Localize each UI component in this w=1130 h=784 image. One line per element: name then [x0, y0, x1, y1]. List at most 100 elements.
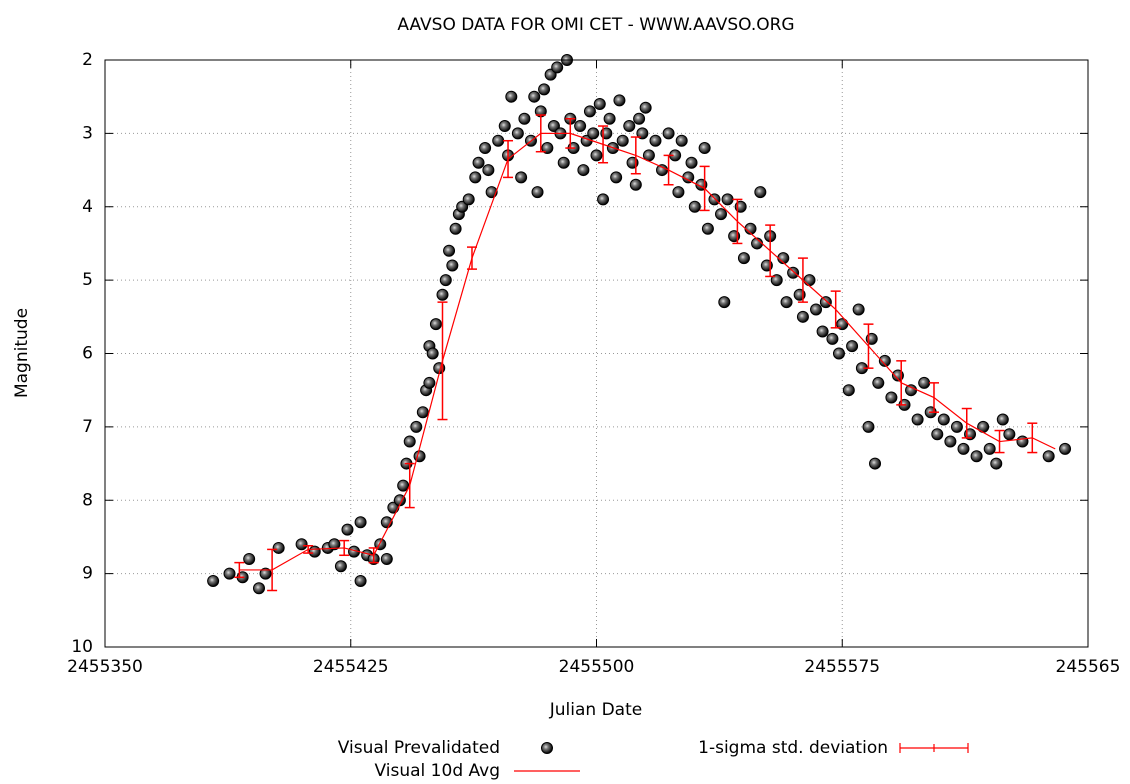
error-bar — [503, 139, 514, 179]
error-bar — [339, 539, 350, 557]
data-point — [957, 442, 970, 455]
data-point — [990, 457, 1003, 470]
data-point — [872, 376, 885, 389]
data-point — [983, 442, 996, 455]
data-point — [334, 560, 347, 573]
data-point — [862, 420, 875, 433]
data-point — [1042, 450, 1055, 463]
data-point — [931, 428, 944, 441]
x-tick-label: 2455425 — [313, 657, 389, 677]
error-bar — [1027, 422, 1038, 454]
y-tick-label: 9 — [82, 564, 93, 584]
plot-frame — [104, 59, 1089, 648]
data-point — [541, 142, 554, 155]
data-point — [698, 142, 711, 155]
data-point — [1059, 442, 1072, 455]
data-point — [446, 259, 459, 272]
data-point — [551, 61, 564, 74]
y-tick-label: 3 — [82, 123, 93, 143]
data-point — [429, 318, 442, 331]
error-bar — [863, 323, 874, 369]
data-point — [472, 156, 485, 169]
data-point — [482, 164, 495, 177]
data-point — [675, 134, 688, 147]
data-point — [354, 516, 367, 529]
chart-title: AAVSO DATA FOR OMI CET - WWW.AAVSO.ORG — [397, 15, 794, 35]
y-axis-label: Magnitude — [12, 308, 32, 398]
data-point — [656, 164, 669, 177]
data-point — [819, 296, 832, 309]
data-point — [416, 406, 429, 419]
data-point — [354, 574, 367, 587]
data-point — [528, 90, 541, 103]
data-point — [701, 222, 714, 235]
data-point — [629, 178, 642, 191]
data-point — [918, 376, 931, 389]
error-bar — [404, 462, 415, 509]
error-bar — [466, 246, 477, 270]
data-point — [423, 376, 436, 389]
data-point — [636, 127, 649, 140]
data-point — [469, 171, 482, 184]
x-tick-label: 245565 — [1056, 657, 1121, 677]
data-point — [836, 318, 849, 331]
error-bar — [732, 198, 743, 245]
avg-line — [239, 132, 1056, 571]
data-point — [613, 94, 626, 107]
data-point — [737, 252, 750, 265]
data-point — [787, 266, 800, 279]
data-point — [223, 567, 236, 580]
data-point — [718, 296, 731, 309]
data-point — [253, 582, 266, 595]
data-point — [905, 384, 918, 397]
data-point — [426, 347, 439, 360]
data-point — [832, 347, 845, 360]
data-point — [308, 545, 321, 558]
data-point — [380, 552, 393, 565]
data-point — [505, 90, 518, 103]
data-point — [970, 450, 983, 463]
data-point — [295, 538, 308, 551]
data-point — [511, 127, 524, 140]
data-point — [944, 435, 957, 448]
data-point — [649, 134, 662, 147]
y-tick-label: 7 — [82, 417, 93, 437]
data-point — [803, 274, 816, 287]
y-tick-label: 6 — [82, 344, 93, 364]
data-point — [688, 200, 701, 213]
plot-area: 2455350 2455425 2455500 2455575 245565 2 3 4 5 6 7… — [67, 50, 1120, 677]
error-bar — [368, 547, 379, 564]
data-point — [885, 391, 898, 404]
data-point — [685, 156, 698, 169]
data-point — [413, 450, 426, 463]
data-point — [796, 310, 809, 323]
error-bar — [437, 301, 448, 421]
y-tick-label: 2 — [82, 50, 93, 70]
data-point — [403, 435, 416, 448]
data-point — [842, 384, 855, 397]
data-point — [810, 303, 823, 316]
data-point — [780, 296, 793, 309]
data-point — [1003, 428, 1016, 441]
data-point — [593, 98, 606, 111]
data-point — [597, 193, 610, 206]
legend: Visual Prevalidated Visual 10d Avg 1-sigma… — [338, 738, 969, 781]
error-bar — [765, 224, 776, 278]
error-bar — [598, 125, 609, 164]
data-point — [436, 288, 449, 301]
data-point — [443, 244, 456, 257]
data-point — [498, 120, 511, 133]
legend-label: Visual Prevalidated — [338, 738, 500, 758]
data-point — [492, 134, 505, 147]
data-point — [721, 193, 734, 206]
data-point — [878, 354, 891, 367]
data-point — [243, 552, 256, 565]
data-point — [911, 413, 924, 426]
data-point — [682, 171, 695, 184]
data-point — [869, 457, 882, 470]
data-point — [708, 193, 721, 206]
legend-marker — [541, 742, 553, 754]
data-point — [207, 574, 220, 587]
data-point — [616, 134, 629, 147]
legend-errorbar — [899, 743, 969, 753]
